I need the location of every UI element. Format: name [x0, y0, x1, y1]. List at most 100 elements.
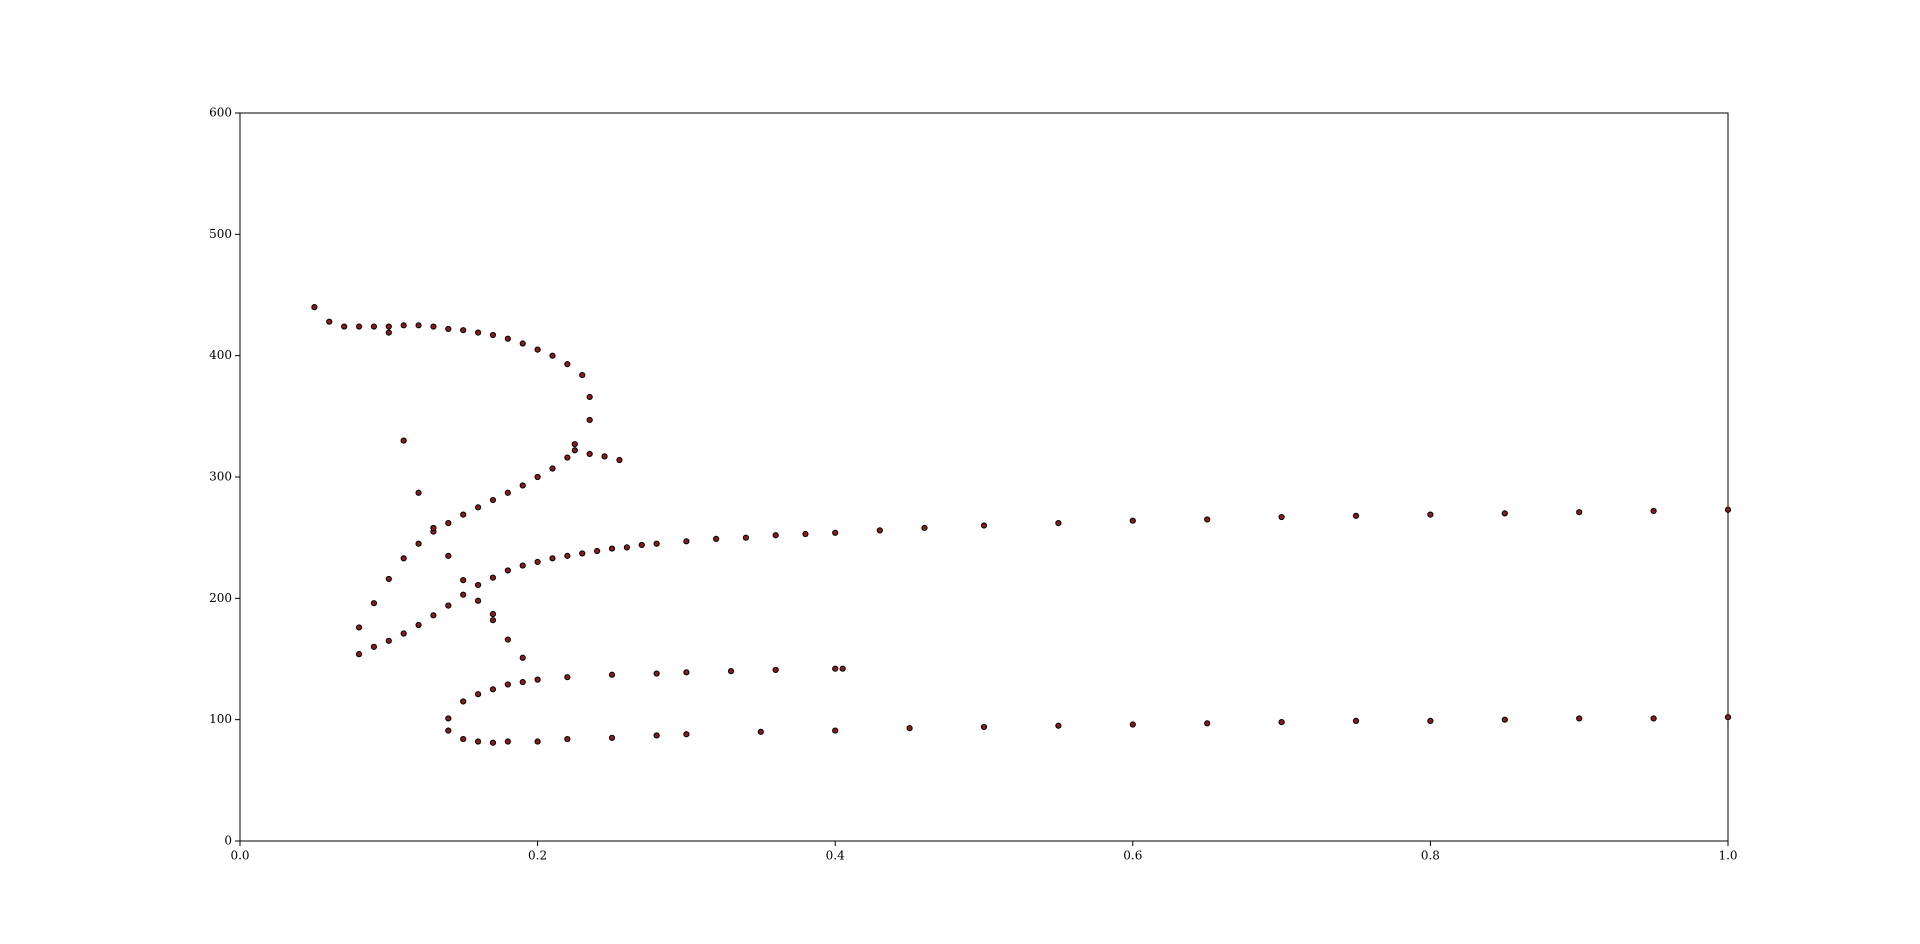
point: [832, 529, 839, 536]
point: [445, 325, 452, 333]
point: [1278, 718, 1285, 726]
point: [564, 735, 571, 743]
point: [489, 574, 497, 581]
point: [802, 530, 809, 538]
point: [683, 731, 690, 738]
point: [489, 617, 497, 624]
point: [1427, 511, 1434, 518]
point: [571, 447, 578, 454]
x-tick-label: 1.0: [1718, 849, 1737, 863]
point: [415, 540, 422, 547]
point: [742, 534, 750, 541]
point: [757, 728, 764, 735]
point: [586, 450, 593, 458]
point: [474, 738, 482, 745]
point: [1055, 722, 1062, 729]
x-tick-label: 0.0: [230, 849, 249, 863]
point: [311, 304, 318, 311]
point: [474, 581, 482, 589]
point: [474, 597, 482, 604]
y-tick-label: 400: [209, 348, 232, 362]
point: [460, 698, 467, 705]
x-tick-label: 0.2: [528, 849, 547, 863]
point: [430, 612, 437, 619]
point: [385, 575, 392, 583]
point: [772, 666, 779, 674]
point: [1501, 716, 1508, 723]
point: [608, 671, 616, 678]
point: [326, 318, 333, 325]
y-tick-label: 300: [209, 470, 232, 484]
point: [601, 453, 608, 460]
point: [445, 602, 452, 609]
point: [1427, 717, 1434, 724]
point: [549, 465, 556, 472]
point: [653, 540, 660, 547]
point: [474, 691, 482, 698]
point: [832, 727, 839, 734]
point: [534, 473, 541, 481]
point: [474, 329, 482, 336]
point: [519, 678, 526, 686]
x-tick-label: 0.8: [1421, 849, 1440, 863]
point: [519, 654, 526, 661]
point: [1278, 513, 1285, 521]
point: [876, 527, 883, 534]
point: [1204, 720, 1211, 727]
point: [1650, 715, 1657, 722]
point: [355, 624, 363, 631]
point: [608, 734, 616, 741]
point: [489, 739, 497, 746]
point: [504, 489, 511, 496]
point: [683, 538, 690, 545]
point: [504, 567, 511, 574]
point: [415, 489, 422, 496]
point: [460, 735, 467, 743]
point: [980, 723, 988, 731]
point: [839, 665, 846, 672]
point: [370, 643, 378, 650]
point: [370, 600, 378, 607]
point: [713, 535, 720, 542]
point: [534, 346, 541, 353]
point: [430, 524, 437, 532]
point: [460, 591, 467, 598]
point: [1055, 520, 1062, 527]
point: [1650, 507, 1657, 515]
y-tick-label: 500: [209, 227, 232, 241]
point: [385, 637, 392, 644]
point: [400, 437, 407, 444]
point: [519, 562, 526, 569]
point: [445, 520, 452, 527]
point: [1204, 516, 1211, 523]
point: [400, 555, 407, 562]
y-tick-label: 0: [224, 834, 232, 848]
point: [430, 323, 437, 330]
point: [1352, 717, 1360, 724]
point: [400, 630, 407, 637]
x-tick-label: 0.4: [826, 849, 845, 863]
y-tick-label: 600: [209, 106, 232, 120]
point: [534, 738, 541, 745]
point: [549, 352, 556, 359]
point: [608, 545, 616, 552]
point: [504, 681, 511, 688]
point: [534, 676, 541, 683]
point: [504, 636, 511, 643]
point: [355, 651, 363, 658]
point: [727, 668, 735, 675]
point: [460, 327, 467, 334]
point: [445, 715, 452, 722]
point: [623, 544, 630, 551]
point: [1724, 714, 1732, 721]
point: [534, 558, 541, 566]
point: [638, 541, 645, 549]
y-tick-label: 100: [209, 712, 232, 726]
y-tick-label: 200: [209, 591, 232, 605]
point: [519, 482, 526, 489]
point: [549, 555, 556, 562]
point: [683, 669, 690, 676]
point: [1352, 512, 1360, 519]
point: [772, 532, 779, 539]
